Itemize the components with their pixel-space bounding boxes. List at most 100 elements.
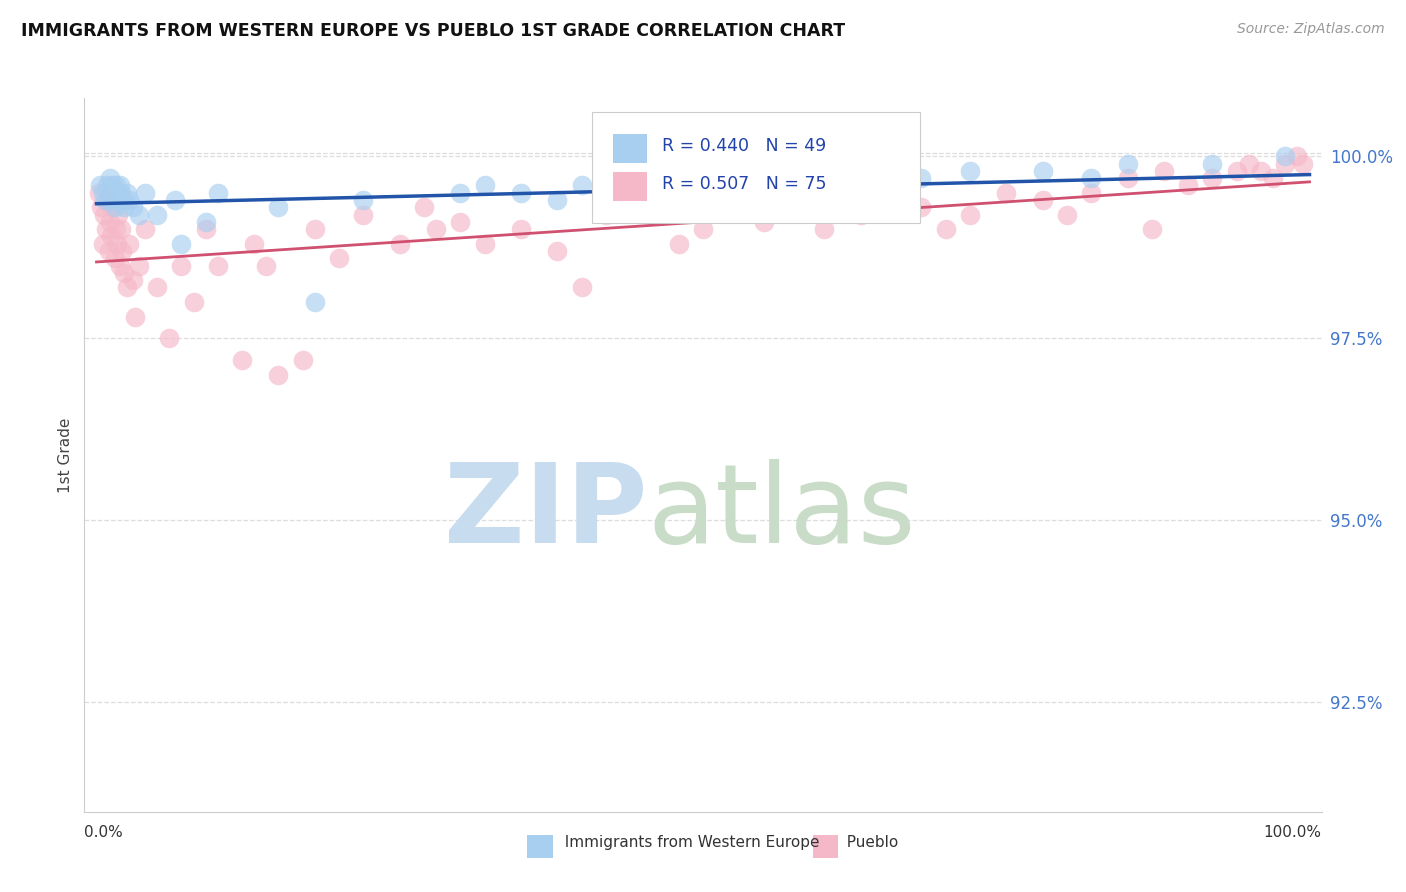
- Point: [118, 236, 141, 251]
- Point: [122, 273, 145, 287]
- Point: [91, 236, 114, 251]
- Point: [124, 310, 146, 324]
- Point: [1116, 156, 1139, 170]
- Point: [104, 178, 127, 193]
- Point: [100, 229, 122, 244]
- Point: [449, 186, 471, 200]
- Point: [752, 171, 775, 186]
- Point: [207, 186, 229, 200]
- Point: [291, 353, 314, 368]
- Point: [752, 215, 775, 229]
- Point: [134, 186, 156, 200]
- Point: [571, 178, 593, 193]
- Point: [474, 236, 496, 251]
- Point: [207, 259, 229, 273]
- Text: Source: ZipAtlas.com: Source: ZipAtlas.com: [1237, 22, 1385, 37]
- Point: [231, 353, 253, 368]
- Point: [93, 208, 115, 222]
- Point: [668, 236, 690, 251]
- Text: IMMIGRANTS FROM WESTERN EUROPE VS PUEBLO 1ST GRADE CORRELATION CHART: IMMIGRANTS FROM WESTERN EUROPE VS PUEBLO…: [21, 22, 845, 40]
- Text: Pueblo: Pueblo: [837, 836, 898, 850]
- FancyBboxPatch shape: [613, 134, 647, 163]
- Point: [101, 200, 124, 214]
- Point: [122, 200, 145, 214]
- Point: [304, 222, 326, 236]
- Point: [1274, 156, 1296, 170]
- Point: [87, 186, 110, 200]
- Point: [838, 186, 860, 200]
- Point: [97, 186, 120, 200]
- Point: [1153, 164, 1175, 178]
- FancyBboxPatch shape: [613, 172, 647, 201]
- Point: [849, 208, 872, 222]
- Point: [112, 266, 135, 280]
- Point: [103, 186, 125, 200]
- Point: [105, 236, 128, 251]
- Point: [449, 215, 471, 229]
- Point: [510, 222, 533, 236]
- Text: Immigrants from Western Europe: Immigrants from Western Europe: [555, 836, 820, 850]
- Point: [115, 186, 138, 200]
- Point: [101, 178, 124, 193]
- Point: [1286, 149, 1309, 163]
- Point: [98, 171, 121, 186]
- Text: R = 0.507   N = 75: R = 0.507 N = 75: [662, 175, 827, 193]
- Point: [267, 200, 290, 214]
- Point: [1201, 171, 1223, 186]
- Point: [1250, 164, 1272, 178]
- Point: [107, 208, 129, 222]
- Text: ZIP: ZIP: [444, 458, 647, 566]
- Point: [128, 259, 150, 273]
- Point: [910, 200, 932, 214]
- Point: [1116, 171, 1139, 186]
- Point: [97, 244, 120, 258]
- Point: [425, 222, 447, 236]
- Point: [668, 186, 690, 200]
- Point: [352, 208, 374, 222]
- Point: [1080, 186, 1102, 200]
- Point: [104, 222, 127, 236]
- Point: [146, 208, 169, 222]
- Point: [910, 171, 932, 186]
- Point: [170, 236, 193, 251]
- Point: [104, 200, 127, 214]
- Point: [571, 280, 593, 294]
- Point: [1080, 171, 1102, 186]
- Point: [873, 186, 896, 200]
- Point: [98, 215, 121, 229]
- Point: [112, 193, 135, 207]
- Point: [631, 171, 654, 186]
- Point: [107, 193, 129, 207]
- Point: [692, 222, 714, 236]
- Point: [1274, 149, 1296, 163]
- Point: [595, 186, 617, 200]
- Point: [546, 244, 568, 258]
- Point: [194, 222, 217, 236]
- Point: [111, 244, 134, 258]
- Point: [1201, 156, 1223, 170]
- Point: [96, 222, 118, 236]
- Y-axis label: 1st Grade: 1st Grade: [58, 417, 73, 492]
- Point: [1056, 208, 1078, 222]
- Point: [194, 215, 217, 229]
- Point: [105, 186, 128, 200]
- Point: [108, 259, 131, 273]
- Point: [873, 178, 896, 193]
- Point: [716, 200, 738, 214]
- Point: [413, 200, 436, 214]
- Text: 0.0%: 0.0%: [84, 825, 124, 840]
- Point: [170, 259, 193, 273]
- Point: [631, 193, 654, 207]
- Point: [94, 193, 117, 207]
- Point: [388, 236, 411, 251]
- Point: [104, 252, 127, 266]
- Point: [243, 236, 266, 251]
- Point: [546, 193, 568, 207]
- Text: 100.0%: 100.0%: [1264, 825, 1322, 840]
- Point: [474, 178, 496, 193]
- Point: [959, 208, 981, 222]
- Point: [1226, 164, 1249, 178]
- Point: [510, 186, 533, 200]
- Text: atlas: atlas: [647, 458, 915, 566]
- Point: [91, 186, 114, 200]
